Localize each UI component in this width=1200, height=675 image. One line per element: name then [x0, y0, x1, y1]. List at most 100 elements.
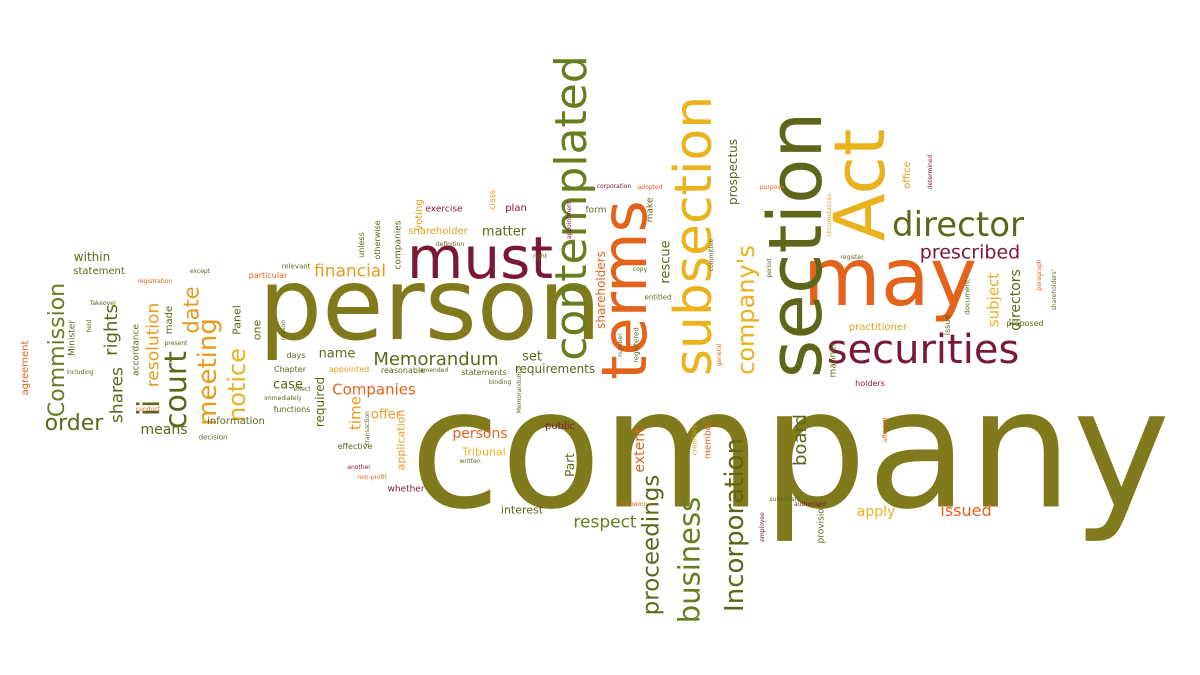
word-panel: Panel [230, 305, 244, 335]
word-accordance: accordance [131, 324, 142, 376]
word-corporation: corporation [596, 183, 632, 190]
word-particular: particular [248, 271, 288, 280]
word-transaction: transaction [364, 411, 371, 445]
word-may: may [802, 231, 978, 324]
word-must: must [406, 224, 554, 292]
word-definition: definition [435, 241, 465, 248]
word-except: except [189, 268, 211, 275]
word-amended: amended [419, 367, 449, 374]
word-statements: statements [461, 368, 507, 377]
word-companys: company's [732, 245, 760, 375]
word-memorandums: Memorandum's [516, 366, 523, 414]
word-notice: notice [223, 348, 251, 422]
word-registered: registered [632, 327, 641, 363]
word-relevant: relevant [281, 262, 311, 271]
word-matter: matter [481, 224, 527, 240]
word-holders: holders [855, 379, 885, 388]
word-shareholders: shareholders [594, 251, 608, 329]
word-public: public [544, 421, 576, 432]
word-subsection: subsection [664, 95, 724, 377]
word-paragraph: paragraph [1036, 259, 1043, 291]
word-right: right [532, 253, 548, 260]
word-employee: employee [759, 512, 766, 542]
word-effective: effective [337, 442, 373, 451]
word-name: name [318, 346, 356, 362]
word-required: required [313, 376, 327, 428]
word-part: Part [563, 453, 577, 477]
word-class: class [488, 190, 497, 210]
word-appointed: appointed [328, 365, 370, 374]
word-interest: interest [500, 503, 544, 517]
word-incorporation: Incorporation [720, 438, 750, 612]
word-companies-cap: Companies [332, 380, 416, 399]
word-director: director [892, 205, 1024, 245]
word-apply: apply [856, 504, 896, 520]
word-time: time [346, 396, 365, 430]
word-another: another [347, 464, 371, 471]
word-meeting: meeting [193, 318, 223, 426]
word-purpose: purpose [759, 184, 785, 191]
word-authorised: authorised [793, 501, 827, 508]
word-financial: financial [314, 261, 386, 282]
word-rights: rights [101, 304, 122, 356]
word-issue: issue [943, 314, 952, 336]
word-member: member [703, 420, 714, 460]
word-circumstances: circumstances [826, 193, 833, 237]
word-securities: securities [826, 327, 1020, 373]
word-conduct: conduct [135, 406, 161, 413]
word-binding: binding [488, 379, 512, 386]
word-offer: offer [370, 407, 402, 423]
word-number: number [617, 333, 624, 357]
word-rescue: rescue [658, 240, 674, 284]
word-board: board [790, 414, 811, 466]
word-memorandum: Memorandum [373, 349, 499, 370]
word-general: general [716, 343, 723, 367]
word-respect: respect [573, 512, 637, 533]
word-present: present [164, 340, 188, 347]
word-following: following [620, 501, 648, 508]
word-commission: Commission [45, 282, 70, 418]
word-decision: decision [198, 433, 228, 442]
word-subject: subject [984, 272, 1003, 328]
word-business: business [672, 496, 707, 624]
word-persons: persons [452, 426, 508, 442]
word-plan: plan [505, 203, 527, 214]
word-agreement: agreement [20, 340, 31, 396]
word-creditors: creditors [690, 424, 699, 456]
word-set: set [522, 349, 542, 365]
word-chapter: Chapter [274, 365, 306, 374]
word-exercise: exercise [425, 204, 463, 215]
word-made: made [164, 305, 175, 335]
word-means: means [140, 422, 188, 438]
word-prescribed: prescribed [919, 241, 1021, 264]
word-takeover: Takeover [89, 300, 117, 307]
word-committee: committee [708, 238, 715, 272]
word-issued: issued [940, 501, 992, 520]
word-statement: statement [73, 266, 125, 277]
word-functions: functions [273, 405, 311, 414]
word-court: court [159, 351, 194, 429]
word-resolution: resolution [143, 302, 164, 388]
word-prospectus: prospectus [726, 138, 740, 206]
word-written: written [459, 458, 481, 465]
word-copy: copy [632, 266, 648, 273]
word-determined: determined [927, 154, 934, 190]
word-company: company [409, 353, 1171, 546]
word-date: date [179, 286, 204, 334]
word-register: register [840, 254, 864, 261]
word-adopted: adopted [637, 184, 663, 191]
word-requirements: requirements [514, 362, 596, 376]
word-registration: registration [137, 278, 173, 285]
word-shareholder: shareholder [408, 226, 468, 237]
word-period: period [766, 258, 773, 278]
word-subsidiary: subsidiary [769, 496, 801, 503]
word-provision: provision [816, 502, 827, 544]
word-extent: extent [632, 427, 648, 473]
word-manner: manner [828, 342, 839, 378]
word-reasonable: reasonable [380, 366, 426, 375]
word-reason: reason [280, 319, 287, 341]
word-document: document [963, 279, 972, 315]
word-non-profit: non-profit [357, 474, 387, 481]
word-practitioner: practitioner [848, 322, 908, 333]
